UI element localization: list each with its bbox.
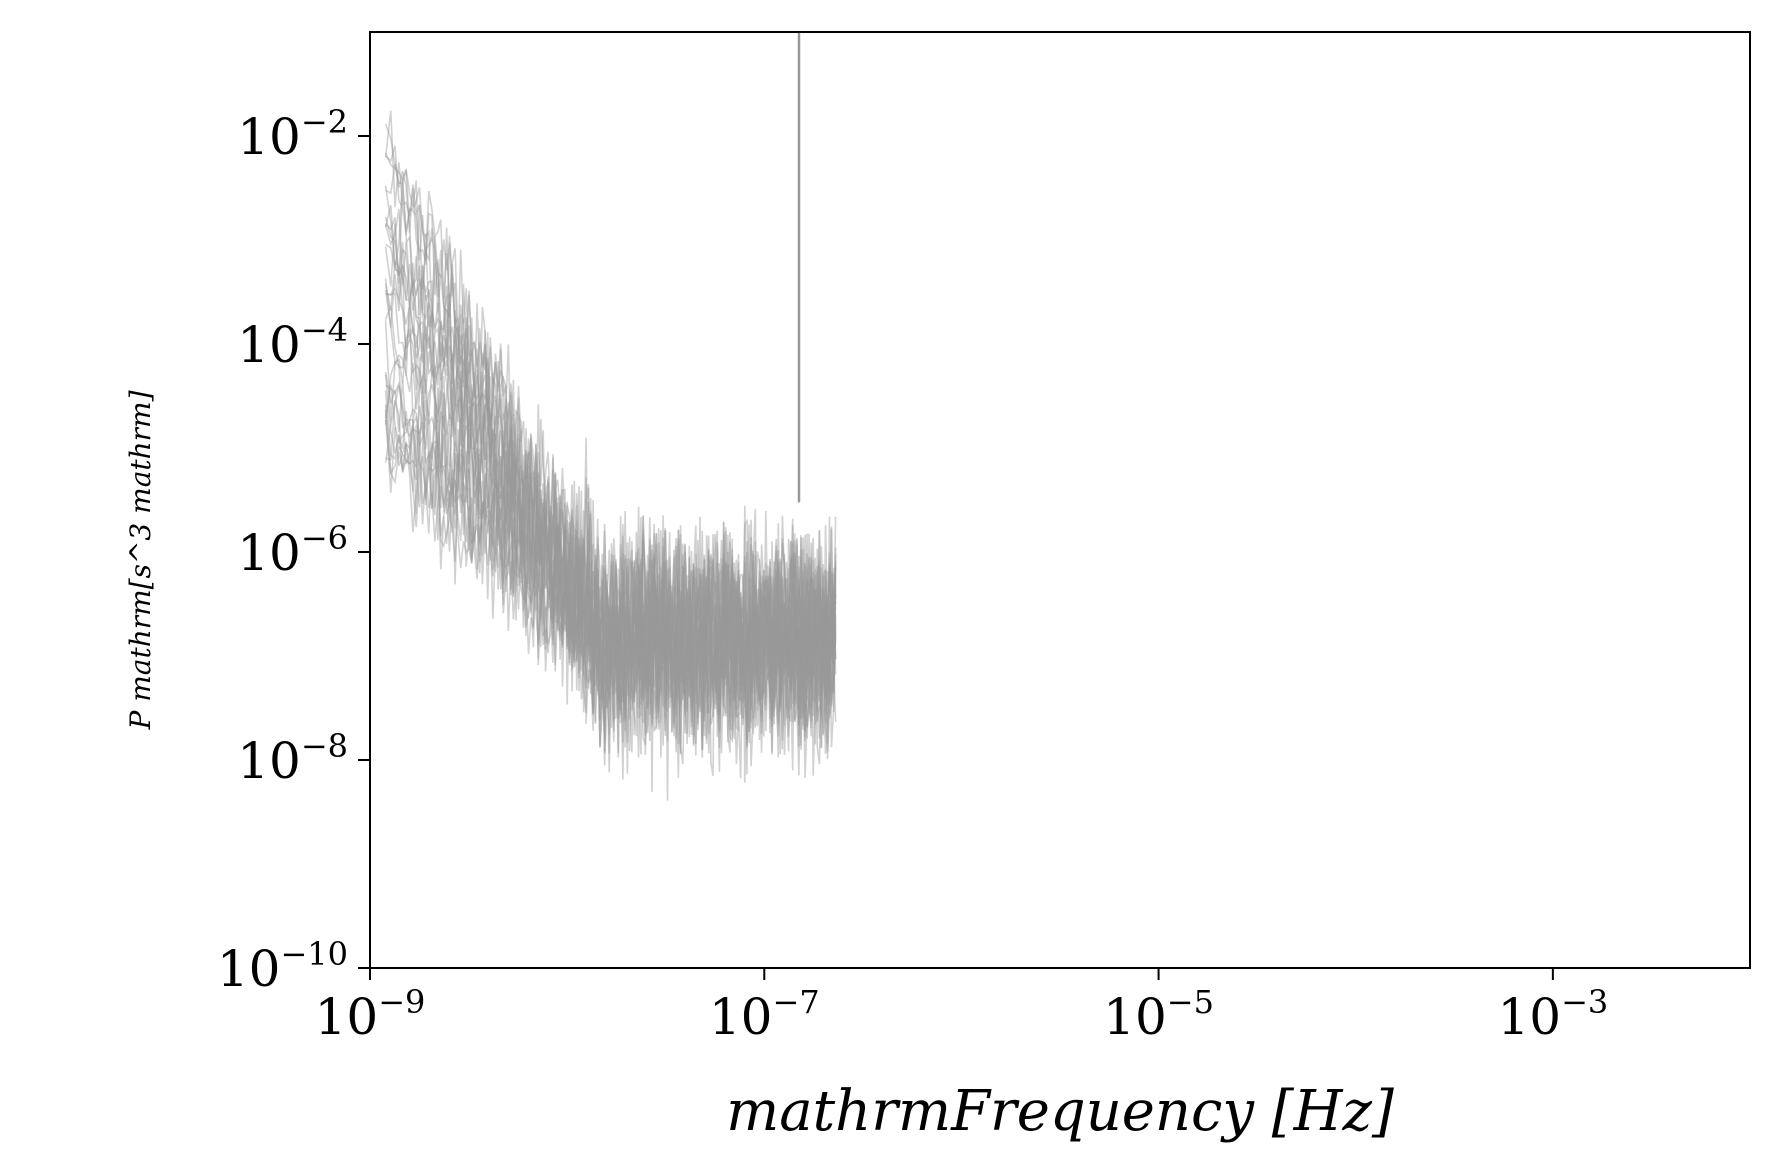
x-tick-label: 10−9 (315, 983, 426, 1046)
series-line (384, 204, 837, 783)
series-line (384, 361, 837, 743)
series-line (384, 404, 837, 776)
series-line (385, 385, 837, 765)
series-line (385, 264, 837, 767)
series-line (385, 292, 837, 780)
series-line (385, 243, 837, 772)
series-line (384, 123, 837, 760)
series-line (384, 384, 837, 758)
series-line (384, 320, 837, 730)
series-line (384, 110, 837, 752)
series-line (384, 216, 837, 778)
series-line (384, 419, 837, 774)
series-line (384, 167, 837, 754)
series-line (385, 163, 837, 792)
x-axis-ticks: 10−9 10−7 10−5 10−3 (315, 968, 1608, 1046)
series-line (385, 183, 837, 765)
series-line (385, 375, 837, 775)
x-tick-label: 10−3 (1497, 983, 1608, 1046)
series-line (384, 223, 837, 779)
y-tick-label: 10−8 (237, 727, 348, 790)
series-line (384, 278, 837, 758)
series-line (384, 409, 837, 734)
series-line (384, 152, 837, 753)
axes-frame (369, 31, 1751, 969)
y-tick-label: 10−6 (237, 519, 348, 582)
series-line (385, 145, 837, 745)
y-axis-ticks: 10−10 10−8 10−6 10−4 10−2 (217, 103, 370, 998)
y-tick-label: 10−2 (237, 103, 348, 166)
y-axis-label: P mathrm[s^3 mathrm] (124, 390, 157, 730)
x-tick-label: 10−5 (1103, 983, 1214, 1046)
series-line (384, 371, 837, 755)
series-line (384, 259, 837, 756)
series-line (384, 390, 837, 773)
series-group (384, 32, 837, 801)
y-tick-label: 10−4 (237, 311, 348, 374)
x-tick-label: 10−7 (709, 983, 820, 1046)
x-axis-label: mathrmFrequency [Hz] (726, 1079, 1394, 1144)
series-line (384, 208, 837, 758)
series-line (384, 385, 837, 778)
series-line (384, 265, 837, 771)
series-line (384, 305, 837, 776)
series-line (384, 374, 837, 801)
y-tick-label: 10−10 (217, 935, 348, 998)
